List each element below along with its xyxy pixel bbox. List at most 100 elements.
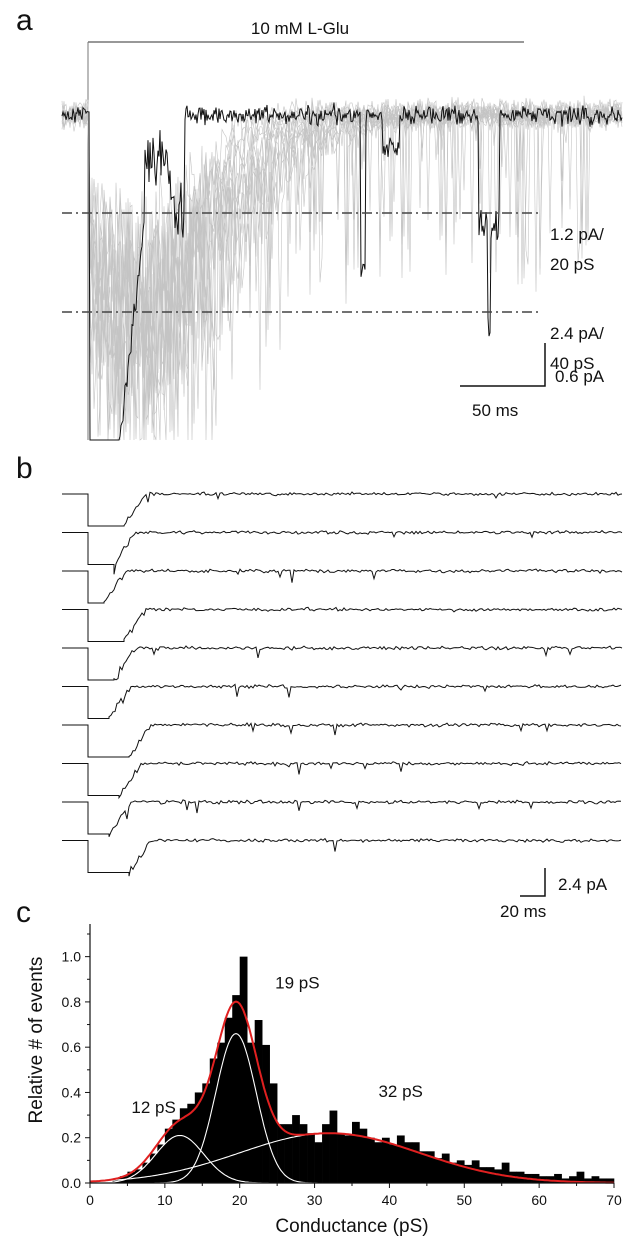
histogram-bar — [314, 1142, 323, 1183]
scale-y-label-b: 2.4 pA — [558, 875, 608, 894]
component-label: 32 pS — [378, 1082, 422, 1101]
histogram-bar — [584, 1178, 592, 1183]
y-tick-label: 0.6 — [62, 1039, 82, 1055]
histogram-bar — [299, 1124, 308, 1183]
histogram-bar — [179, 1108, 188, 1183]
histogram-bar — [374, 1142, 383, 1183]
histogram-bar — [262, 1044, 270, 1183]
x-tick-label: 70 — [606, 1192, 622, 1208]
histogram-bar — [329, 1110, 338, 1183]
histogram-bar — [501, 1162, 510, 1183]
histogram-bar — [217, 1042, 226, 1183]
x-tick-label: 50 — [456, 1192, 472, 1208]
y-axis-title: Relative # of events — [26, 957, 47, 1124]
level-1-current: 1.2 pA/ — [550, 225, 604, 244]
level-1-conductance: 20 pS — [550, 255, 594, 274]
sweep-trace — [62, 529, 623, 575]
sweep-trace — [62, 606, 623, 642]
scale-y-label-a: 0.6 pA — [555, 367, 605, 386]
histogram-bar — [381, 1137, 390, 1183]
x-tick-label: 0 — [86, 1192, 94, 1208]
histogram-bar — [419, 1151, 428, 1183]
histogram-bar — [239, 956, 248, 1183]
panel-a-letter: a — [16, 4, 33, 37]
histogram-bar — [464, 1164, 473, 1183]
panel-c: c 0 10 20 30 40 50 60 70 0.0 0.2 0.4 0.6 0.8 1.0 12 p… — [16, 896, 622, 1237]
overlay-sweeps — [61, 95, 623, 441]
histogram-bar — [149, 1153, 158, 1183]
sweep-trace — [62, 568, 623, 604]
x-tick-label: 60 — [531, 1192, 547, 1208]
histogram-bar — [284, 1124, 293, 1183]
histogram-bar — [157, 1144, 166, 1183]
y-tick-label: 0.8 — [62, 994, 82, 1010]
histogram-bar — [404, 1142, 413, 1183]
component-label: 19 pS — [275, 973, 319, 992]
panel-a: a 10 mM L-Glu 1.2 pA/ 20 pS 2.4 pA/ 40 p… — [16, 4, 623, 441]
x-tick-label: 30 — [307, 1192, 323, 1208]
histogram-bar — [411, 1142, 420, 1183]
histogram-bars — [112, 956, 615, 1183]
histogram-bar — [554, 1173, 562, 1183]
level-2-conductance: 40 pS — [550, 354, 594, 373]
histogram-bar — [359, 1128, 368, 1183]
y-tick-label: 0.4 — [62, 1084, 82, 1100]
histogram-bar — [494, 1169, 503, 1183]
histogram-bar — [164, 1128, 173, 1183]
panel-b: b 2.4 pA 20 ms — [16, 452, 623, 921]
histogram-bar — [134, 1169, 143, 1183]
histogram-bar — [426, 1151, 435, 1183]
histogram-bar — [187, 1103, 196, 1183]
y-tick-label: 0.0 — [62, 1175, 82, 1191]
overlay-sweep — [61, 99, 623, 441]
histogram-bar — [486, 1167, 495, 1183]
sweep-trace — [62, 645, 623, 681]
overlay-sweep — [61, 95, 623, 441]
x-tick-label: 20 — [232, 1192, 248, 1208]
x-tick-label: 40 — [382, 1192, 398, 1208]
histogram-bar — [569, 1176, 577, 1183]
histogram-bar — [396, 1135, 405, 1183]
histogram-bar — [209, 1058, 218, 1183]
histogram-bar — [449, 1162, 458, 1183]
histogram-axes: 0 10 20 30 40 50 60 70 0.0 0.2 0.4 0.6 0.8 1.0 — [62, 924, 622, 1208]
sweep-trace — [62, 760, 622, 800]
histogram-bar — [389, 1144, 398, 1183]
level-2-current: 2.4 pA/ — [550, 324, 604, 343]
overlay-sweep — [61, 98, 623, 441]
histogram-bar — [247, 1042, 255, 1183]
x-axis-title: Conductance (pS) — [275, 1216, 428, 1237]
histogram-bar — [456, 1160, 465, 1183]
histogram-bar — [344, 1135, 353, 1183]
sweep-trace — [62, 683, 622, 719]
histogram-bar — [292, 1115, 300, 1183]
histogram-bar — [322, 1124, 330, 1183]
scale-x-label-b: 20 ms — [500, 902, 546, 921]
sweep-traces — [62, 491, 623, 877]
y-tick-label: 0.2 — [62, 1130, 82, 1146]
histogram-bar — [434, 1158, 443, 1183]
histogram-bar — [194, 1092, 203, 1183]
stimulus-label: 10 mM L-Glu — [251, 19, 349, 38]
histogram-bar — [591, 1176, 600, 1183]
histogram-bar — [142, 1162, 151, 1183]
fit-total-curve — [89, 1000, 615, 1184]
histogram-bar — [112, 1178, 121, 1183]
histogram-bar — [479, 1167, 488, 1183]
histogram-bar — [352, 1121, 360, 1183]
histogram-bar — [441, 1153, 450, 1183]
scale-x-label-a: 50 ms — [472, 401, 518, 420]
histogram-bar — [576, 1171, 585, 1183]
component-labels: 12 pS 19 pS 32 pS — [131, 973, 423, 1117]
histogram-bar — [172, 1119, 181, 1183]
scale-bar-b — [520, 868, 546, 897]
histogram-bar — [232, 995, 241, 1183]
histogram-bar — [546, 1176, 555, 1183]
panel-c-letter: c — [16, 896, 31, 929]
histogram-bar — [269, 1083, 278, 1183]
histogram-bar — [337, 1133, 345, 1183]
histogram-bar — [224, 1017, 233, 1183]
mean-trace — [61, 102, 623, 441]
sweep-trace — [62, 491, 623, 527]
